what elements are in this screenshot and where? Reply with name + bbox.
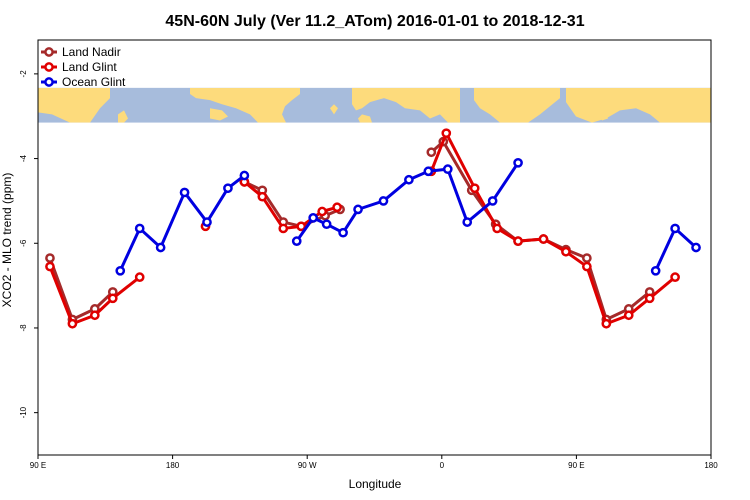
x-tick-label: 180: [166, 461, 180, 470]
data-point: [179, 187, 190, 198]
data-point: [561, 246, 571, 257]
x-tick-label: 90 W: [298, 461, 317, 470]
x-axis-label: Longitude: [349, 477, 402, 491]
data-point: [134, 272, 145, 282]
y-tick-label: -10: [19, 406, 28, 418]
x-tick-label: 0: [440, 461, 445, 470]
data-point: [670, 272, 680, 282]
data-point: [332, 202, 342, 213]
data-point: [469, 183, 480, 194]
data-point: [441, 128, 452, 139]
data-point: [321, 219, 332, 230]
series-layer: [45, 128, 701, 329]
legend-swatch-marker: [44, 62, 54, 72]
map-land-shape: [358, 114, 372, 123]
x-tick-label: 90 E: [568, 461, 584, 470]
data-point: [257, 191, 268, 202]
x-tick-label: 180: [704, 461, 718, 470]
map-land-shape: [330, 104, 338, 115]
data-point: [338, 227, 348, 238]
data-point: [691, 242, 701, 253]
map-land-shape: [190, 87, 300, 123]
data-point: [650, 265, 661, 276]
map-land-shape: [474, 87, 560, 123]
data-point: [538, 234, 549, 244]
legend-label: Land Nadir: [62, 45, 121, 59]
data-point: [582, 261, 592, 272]
legend-label: Land Glint: [62, 60, 117, 74]
x-axis: 90 E 180 90 W 0 90 E 180: [30, 455, 718, 470]
data-point: [202, 217, 212, 227]
data-point: [426, 147, 437, 158]
data-point: [404, 174, 414, 185]
series-ocean-glint: [115, 157, 701, 276]
map-land-shape: [600, 112, 608, 121]
data-point: [487, 196, 498, 206]
map-land-shape: [210, 108, 228, 121]
data-point: [513, 157, 523, 168]
data-point: [291, 236, 302, 246]
data-point: [115, 265, 126, 276]
legend-swatch-marker: [44, 47, 54, 57]
data-point: [623, 310, 634, 321]
data-point: [378, 196, 389, 206]
data-point: [513, 236, 523, 246]
data-point: [492, 223, 502, 234]
data-point: [155, 242, 166, 253]
y-axis-label: XCO2 - MLO trend (ppm): [0, 173, 14, 308]
series-line: [48, 257, 114, 321]
data-point: [45, 261, 55, 272]
x-tick-label: 90 E: [30, 461, 46, 470]
y-tick-label: -2: [19, 70, 28, 78]
series-line: [295, 161, 520, 243]
map-land-shape: [118, 110, 128, 123]
data-point: [317, 206, 328, 217]
y-tick-label: -4: [19, 154, 28, 162]
map-land-shape: [352, 87, 460, 123]
legend-label: Ocean Glint: [62, 75, 126, 89]
data-point: [278, 223, 289, 234]
data-point: [601, 318, 612, 329]
series-line: [654, 226, 698, 272]
data-point: [582, 253, 592, 263]
data-point: [89, 310, 100, 321]
data-point: [353, 204, 363, 215]
data-point: [462, 217, 473, 227]
data-point: [223, 183, 233, 194]
map-strip: [38, 87, 711, 123]
legend-swatch-marker: [44, 77, 54, 87]
y-tick-label: -6: [19, 239, 28, 247]
data-point: [644, 293, 655, 304]
data-point: [239, 170, 250, 181]
plot-frame: [37, 39, 712, 456]
data-point: [45, 253, 55, 263]
map-strip-land: [38, 87, 711, 123]
series-line: [429, 131, 677, 326]
y-axis: -2 -4 -6 -8 -10: [19, 70, 38, 418]
y-tick-label: -8: [19, 324, 28, 332]
chart-title: 45N-60N July (Ver 11.2_ATom) 2016-01-01 …: [165, 13, 584, 30]
data-point: [67, 318, 78, 329]
data-point: [670, 223, 680, 234]
data-point: [107, 293, 118, 304]
data-point: [308, 213, 319, 223]
data-point: [423, 166, 434, 177]
data-point: [296, 221, 307, 232]
data-point: [442, 164, 453, 175]
map-land-shape: [38, 87, 110, 123]
data-point: [134, 223, 145, 234]
